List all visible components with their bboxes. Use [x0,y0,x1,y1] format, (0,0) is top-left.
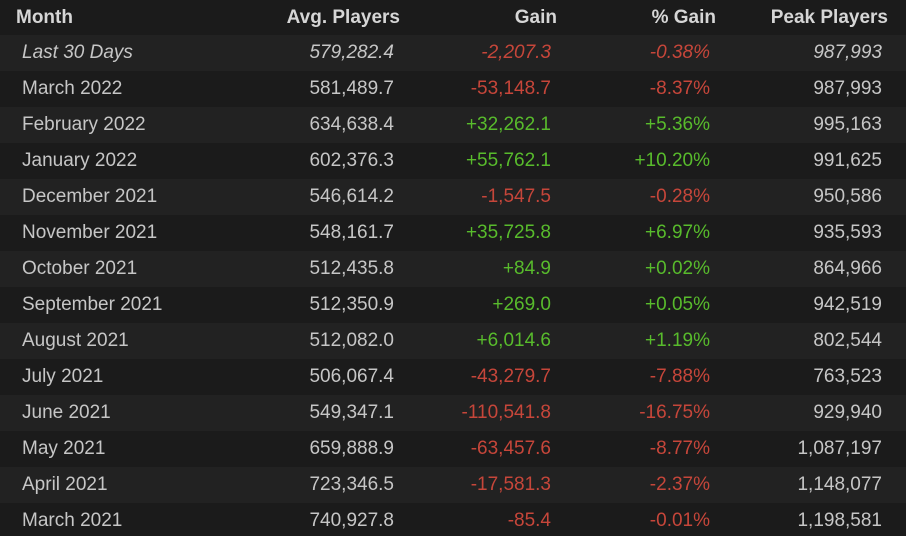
table-cell: 659,888.9 [309,438,394,459]
table-cell: -8.77% [649,438,710,459]
table-cell: -110,541.8 [461,402,551,423]
table-cell: 602,376.3 [309,150,394,171]
table-cell: May 2021 [22,438,106,459]
table-cell: 549,347.1 [309,402,394,423]
table-row: January 2022 602,376.3 +55,762.1 +10.20% 991… [0,143,906,179]
table-cell: 1,198,581 [797,510,882,531]
table-cell: March 2022 [22,78,123,99]
table-cell: +10.20% [634,150,710,171]
table-cell: +269.0 [492,294,551,315]
table-cell: +1.19% [645,330,710,351]
table-cell: 987,993 [813,78,882,99]
table-cell: +32,262.1 [465,114,551,135]
table-cell: +6,014.6 [476,330,552,351]
table-cell: 512,435.8 [309,258,394,279]
table-row: February 2022 634,638.4 +32,262.1 +5.36% 995… [0,107,906,143]
table-cell: August 2021 [22,330,129,351]
table-cell: -0.01% [649,510,710,531]
table-row: December 2021 546,614.2 -1,547.5 -0.28% 950,… [0,179,906,215]
table-cell: +6.97% [645,222,710,243]
table-cell: +5.36% [645,114,710,135]
table-cell: October 2021 [22,258,138,279]
table-row: June 2021 549,347.1 -110,541.8 -16.75% 929,9… [0,395,906,431]
table-cell: 987,993 [813,42,882,63]
table-cell: -8.37% [649,78,710,99]
table-cell: April 2021 [22,474,108,495]
table-row: Last 30 Days 579,282.4 -2,207.3 -0.38% 987,9… [0,35,906,71]
table-row: November 2021 548,161.7 +35,725.8 +6.97% 935… [0,215,906,251]
table-row: March 2021 740,927.8 -85.4 -0.01% 1,198,581 [0,503,906,536]
table-row: October 2021 512,435.8 +84.9 +0.02% 864,966 [0,251,906,287]
table-cell: -85.4 [507,510,551,531]
table-cell: 763,523 [813,366,882,387]
table-cell: -2,207.3 [481,42,551,63]
table-cell: 991,625 [813,150,882,171]
table-cell: December 2021 [22,186,158,207]
table-body: Last 30 Days 579,282.4 -2,207.3 -0.38% 987,9… [0,35,906,536]
table-cell: 995,163 [813,114,882,135]
table-cell: -53,148.7 [470,78,551,99]
table-cell: +84.9 [502,258,551,279]
table-cell: 802,544 [813,330,882,351]
table-cell: Last 30 Days [22,42,133,63]
table-cell: January 2022 [22,150,138,171]
table-cell: 1,087,197 [797,438,882,459]
table-cell: 512,082.0 [309,330,394,351]
column-header: % Gain [651,7,716,28]
table-cell: 506,067.4 [309,366,394,387]
table-cell: +0.05% [645,294,710,315]
table-cell: -43,279.7 [470,366,551,387]
table-cell: June 2021 [22,402,111,423]
table-row: April 2021 723,346.5 -17,581.3 -2.37% 1,148,… [0,467,906,503]
table-cell: -0.38% [649,42,710,63]
table-cell: November 2021 [22,222,158,243]
table-cell: September 2021 [22,294,163,315]
table-row: September 2021 512,350.9 +269.0 +0.05% 942,5… [0,287,906,323]
table-cell: July 2021 [22,366,104,387]
table-cell: -17,581.3 [470,474,551,495]
table-cell: +55,762.1 [465,150,551,171]
table-cell: 929,940 [813,402,882,423]
table-cell: 512,350.9 [309,294,394,315]
table-cell: 950,586 [813,186,882,207]
table-cell: 634,638.4 [309,114,394,135]
table-row: July 2021 506,067.4 -43,279.7 -7.88% 763,523 [0,359,906,395]
table-cell: 740,927.8 [309,510,394,531]
table-cell: -1,547.5 [481,186,551,207]
column-header: Month [16,7,73,28]
table-cell: 723,346.5 [309,474,394,495]
table-cell: 581,489.7 [309,78,394,99]
table-cell: 935,593 [813,222,882,243]
table-cell: -0.28% [649,186,710,207]
column-header: Gain [514,7,557,28]
table-row: May 2021 659,888.9 -63,457.6 -8.77% 1,087,19… [0,431,906,467]
table-cell: +35,725.8 [465,222,551,243]
table-cell: +0.02% [645,258,710,279]
table-cell: -7.88% [649,366,710,387]
table-cell: 1,148,077 [797,474,882,495]
table-row: March 2022 581,489.7 -53,148.7 -8.37% 987,99… [0,71,906,107]
header-row: Month Avg. Players Gain % Gain Peak Players [0,0,906,35]
table-cell: -2.37% [649,474,710,495]
table-row: August 2021 512,082.0 +6,014.6 +1.19% 802,54… [0,323,906,359]
table-cell: February 2022 [22,114,146,135]
table-cell: 546,614.2 [309,186,394,207]
column-header: Peak Players [770,7,888,28]
table-cell: -16.75% [639,402,710,423]
table-cell: 942,519 [813,294,882,315]
table-cell: 548,161.7 [309,222,394,243]
table-cell: 579,282.4 [309,42,394,63]
table-cell: -63,457.6 [470,438,551,459]
table-cell: March 2021 [22,510,123,531]
column-header: Avg. Players [286,7,400,28]
table-cell: 864,966 [813,258,882,279]
